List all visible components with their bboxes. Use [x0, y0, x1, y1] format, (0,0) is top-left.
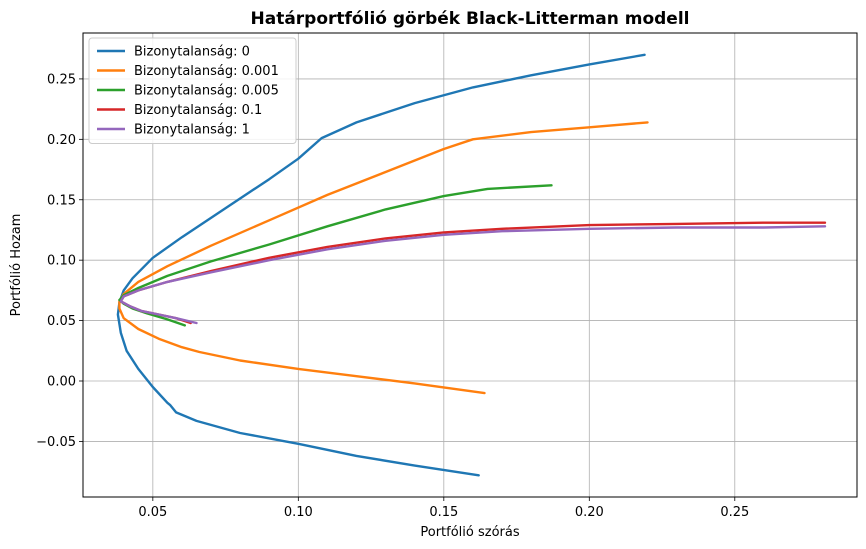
x-tick-label: 0.20: [575, 505, 604, 520]
x-tick-label: 0.25: [720, 505, 749, 520]
y-axis-ticks: −0.05 0.00 0.05 0.10 0.15 0.20 0.25: [36, 72, 83, 450]
legend-label-3: Bizonytalanság: 0.1: [134, 103, 262, 118]
x-tick-label: 0.05: [138, 505, 167, 520]
chart-title: Határportfólió görbék Black-Litterman mo…: [251, 9, 690, 29]
y-tick-label: 0.25: [47, 72, 76, 87]
legend-box: [88, 37, 297, 144]
y-axis-label: Portfólió Hozam: [9, 214, 24, 317]
legend-label-1: Bizonytalanság: 0.001: [134, 64, 279, 79]
legend: Bizonytalanság: 0 Bizonytalanság: 0.001 Bi…: [88, 37, 297, 144]
series-line-4: [119, 225, 827, 325]
x-tick-label: 0.10: [284, 505, 313, 520]
x-axis-ticks: 0.05 0.10 0.15 0.20 0.25: [138, 497, 749, 520]
x-tick-label: 0.15: [429, 505, 458, 520]
legend-label-2: Bizonytalanság: 0.005: [134, 84, 279, 99]
y-tick-label: 0.00: [47, 375, 76, 390]
legend-label-4: Bizonytalanság: 1: [134, 123, 250, 138]
legend-label-0: Bizonytalanság: 0: [134, 45, 250, 60]
y-tick-label: 0.20: [47, 133, 76, 148]
y-tick-label: 0.10: [47, 254, 76, 269]
series-lines: [116, 53, 827, 477]
y-tick-label: 0.15: [47, 193, 76, 208]
plot-frame: [82, 32, 858, 498]
y-tick-label: 0.05: [47, 314, 76, 329]
y-tick-label: −0.05: [36, 435, 76, 450]
x-axis-label: Portfólió szórás: [420, 525, 519, 540]
